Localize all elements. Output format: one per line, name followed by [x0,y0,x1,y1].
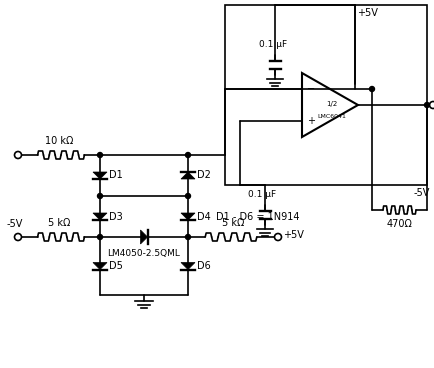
Text: +5V: +5V [357,8,378,18]
Polygon shape [93,172,107,179]
Text: 0.1 μF: 0.1 μF [248,190,276,199]
Polygon shape [181,172,195,179]
Text: LMC6041: LMC6041 [318,114,346,119]
Text: D1: D1 [109,170,123,180]
Polygon shape [93,262,107,269]
Text: +: + [307,116,315,126]
Circle shape [98,152,102,158]
Text: -5V: -5V [414,188,430,198]
Text: 1/2: 1/2 [326,101,338,107]
Text: −: − [307,84,315,94]
Text: LM4050-2.5QML: LM4050-2.5QML [108,249,181,258]
Circle shape [185,234,191,240]
Text: D2: D2 [197,170,211,180]
Polygon shape [181,262,195,269]
Text: D4: D4 [197,212,211,222]
Polygon shape [181,213,195,220]
Circle shape [424,103,430,107]
Text: 10 kΩ: 10 kΩ [45,136,73,146]
Circle shape [185,194,191,198]
Text: D1 - D6 = 1N914: D1 - D6 = 1N914 [216,212,299,222]
Text: 470Ω: 470Ω [387,219,412,229]
Circle shape [185,152,191,158]
Circle shape [98,194,102,198]
Text: -5V: -5V [7,219,23,229]
Polygon shape [93,213,107,220]
Circle shape [98,234,102,240]
Text: D3: D3 [109,212,123,222]
Circle shape [369,86,375,92]
Text: +5V: +5V [283,230,304,240]
Text: 5 kΩ: 5 kΩ [222,218,244,228]
Text: D6: D6 [197,261,211,271]
Bar [225,5,427,185]
Text: D5: D5 [109,261,123,271]
Polygon shape [141,230,148,244]
Text: 5 kΩ: 5 kΩ [48,218,70,228]
Text: 0.1 μF: 0.1 μF [259,40,287,49]
